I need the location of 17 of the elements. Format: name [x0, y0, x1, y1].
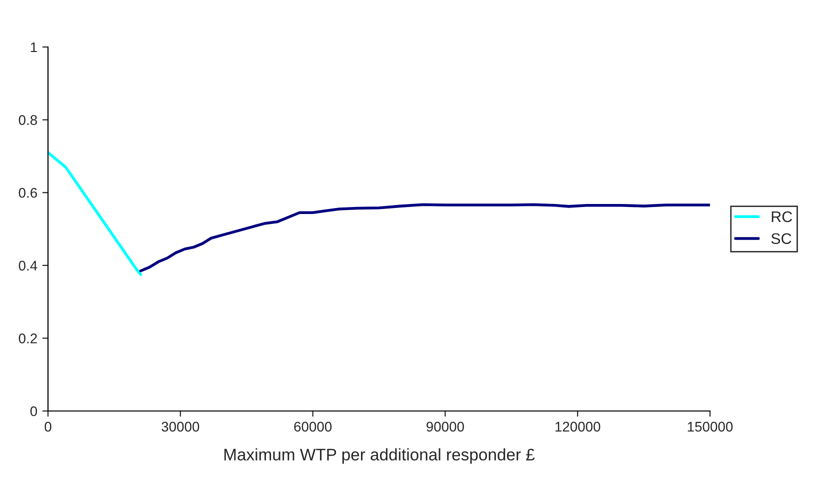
line-series — [139, 203, 710, 272]
x-tick-label: 150000 — [688, 422, 733, 432]
x-axis-title: Maximum WTP per additional responder £ — [224, 448, 535, 464]
x-tick-label: 30000 — [162, 422, 200, 432]
x-tick-label: 90000 — [426, 422, 464, 432]
x-tick-label: 120000 — [555, 422, 600, 432]
y-tick-label: 0.2 — [18, 334, 37, 344]
y-tick-label: 0.4 — [18, 260, 38, 271]
y-tick-label: 0.8 — [18, 115, 37, 125]
y-tick-label: 0 — [30, 406, 38, 416]
line-series — [48, 151, 142, 276]
x-tick-label: 60000 — [294, 422, 332, 432]
legend-label: RC — [772, 211, 792, 222]
legend-label: SC — [771, 233, 792, 244]
y-tick-label: 0.6 — [18, 188, 37, 198]
y-tick-label: 1 — [30, 42, 37, 52]
x-tick-label: 0 — [44, 422, 52, 432]
